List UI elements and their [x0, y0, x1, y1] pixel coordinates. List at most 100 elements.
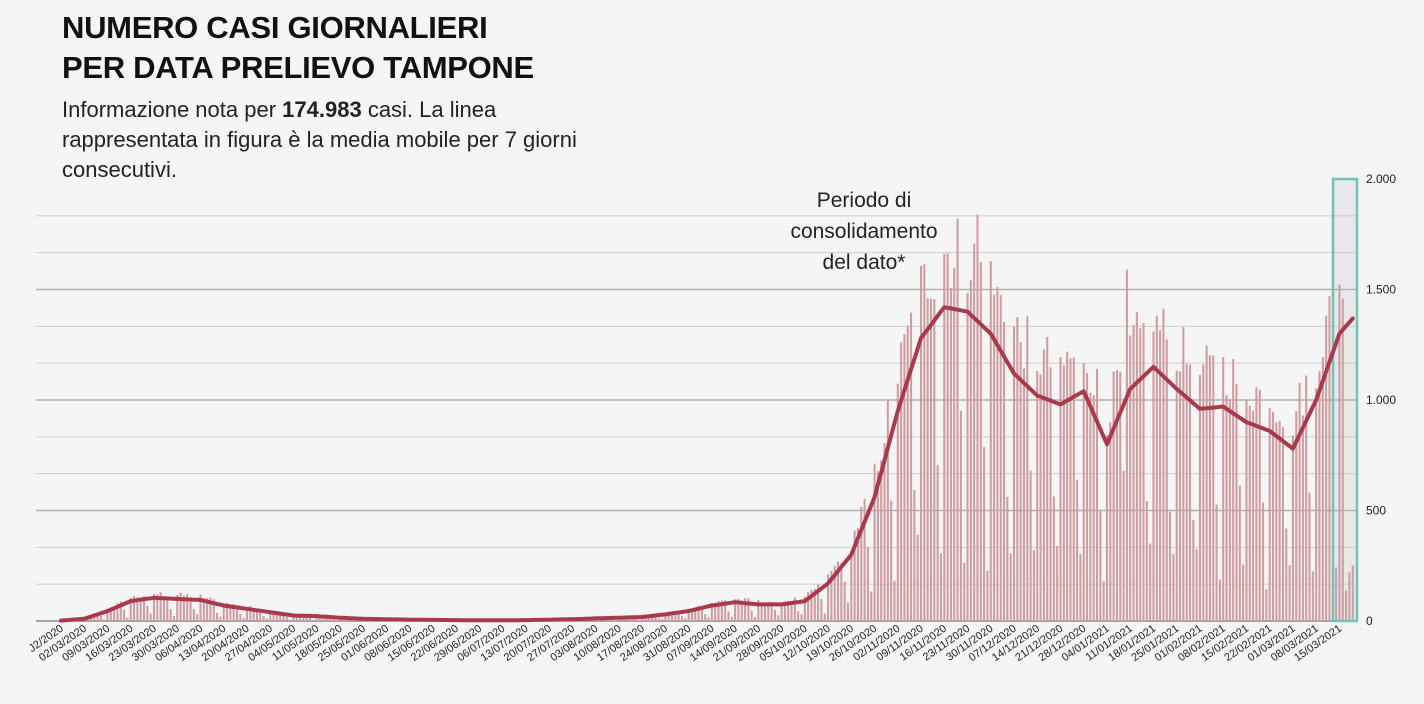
daily-bar: [166, 596, 169, 621]
daily-bar: [133, 595, 136, 621]
moving-average-line: [59, 305, 1355, 623]
daily-bar: [647, 615, 650, 621]
daily-bar: [920, 265, 923, 621]
daily-bar: [707, 617, 710, 621]
daily-bar: [1145, 501, 1148, 621]
daily-bar: [119, 601, 122, 621]
daily-bar: [926, 298, 929, 621]
daily-bar: [744, 598, 747, 621]
daily-bar: [651, 614, 654, 621]
daily-bar: [1032, 550, 1035, 621]
daily-bar: [684, 618, 687, 621]
daily-bar: [1311, 571, 1314, 621]
daily-bar: [740, 600, 743, 621]
daily-bar: [900, 342, 903, 621]
daily-bar: [1165, 339, 1168, 621]
daily-bar: [753, 617, 757, 621]
daily-bar: [289, 619, 292, 621]
daily-bar: [700, 607, 703, 621]
daily-bar: [1328, 296, 1331, 621]
daily-bar: [1218, 579, 1221, 621]
daily-bar: [1351, 565, 1354, 621]
daily-bar: [1238, 485, 1241, 621]
daily-bar: [149, 613, 152, 621]
daily-bar: [903, 333, 906, 621]
daily-bar: [332, 619, 335, 621]
daily-bar: [1179, 371, 1182, 621]
daily-bar: [156, 594, 159, 621]
daily-bar: [783, 601, 786, 621]
consolidation-period-box: [1331, 177, 1359, 623]
daily-bar: [939, 553, 942, 621]
daily-bar: [730, 616, 733, 621]
daily-bar: [956, 218, 959, 621]
daily-bar: [129, 597, 132, 621]
chart-title-line2: PER DATA PRELIEVO TAMPONE: [62, 50, 534, 85]
daily-bar: [1125, 269, 1128, 621]
daily-bar: [763, 603, 767, 621]
daily-bar: [139, 597, 142, 621]
daily-bar: [1275, 422, 1278, 621]
daily-bar: [1248, 405, 1251, 621]
daily-bar: [219, 616, 222, 621]
daily-bar: [737, 598, 740, 621]
daily-bar: [282, 613, 285, 621]
daily-bar: [196, 614, 199, 621]
daily-bar: [807, 591, 810, 621]
daily-bar: [773, 609, 776, 621]
daily-bar: [959, 410, 962, 621]
daily-bar: [106, 609, 109, 621]
daily-bar: [1026, 316, 1029, 621]
daily-bar: [182, 595, 185, 621]
daily-bar: [890, 500, 893, 621]
daily-bar: [199, 594, 202, 621]
daily-bar: [1029, 470, 1032, 621]
daily-bar: [242, 618, 245, 621]
daily-bar: [760, 602, 763, 621]
daily-bar: [269, 611, 272, 621]
daily-bar: [780, 603, 783, 621]
daily-bar: [279, 612, 282, 621]
daily-bar: [1129, 335, 1132, 621]
daily-bar: [209, 597, 212, 621]
daily-bar: [637, 620, 640, 621]
daily-bar: [1315, 388, 1318, 621]
daily-bar: [979, 262, 982, 621]
daily-bar: [249, 605, 252, 621]
daily-bar: [833, 565, 836, 621]
daily-bar: [846, 602, 850, 621]
daily-bar: [827, 574, 830, 621]
daily-bar: [252, 608, 255, 621]
daily-bar: [1172, 554, 1175, 621]
daily-bar: [697, 605, 700, 621]
daily-bar: [186, 594, 189, 621]
daily-bar: [1198, 374, 1201, 621]
daily-bar: [843, 581, 846, 621]
daily-bar: [910, 312, 913, 621]
y-tick-label: 1.000: [1366, 393, 1396, 407]
daily-bar: [1003, 322, 1006, 621]
daily-bar: [1185, 363, 1188, 621]
daily-bar: [1255, 387, 1258, 621]
daily-bar: [292, 614, 295, 621]
daily-bar: [1019, 342, 1022, 621]
daily-bar: [727, 611, 730, 621]
daily-bar: [734, 599, 737, 621]
daily-bar: [1066, 351, 1069, 621]
daily-bar: [1162, 308, 1165, 621]
daily-bar: [126, 617, 129, 621]
daily-bar: [1212, 355, 1215, 621]
daily-bar: [169, 609, 172, 621]
daily-bar: [1308, 492, 1311, 621]
daily-bar: [680, 615, 683, 621]
daily-bar: [1089, 392, 1092, 621]
daily-bar: [1139, 328, 1142, 621]
daily-bar: [1232, 359, 1235, 621]
daily-bar: [661, 619, 664, 621]
daily-bar: [1132, 325, 1135, 621]
daily-bar: [1345, 590, 1348, 621]
daily-bar: [949, 287, 952, 621]
daily-bar: [1079, 554, 1082, 621]
daily-bar: [1195, 548, 1198, 621]
daily-bar: [1122, 470, 1125, 621]
